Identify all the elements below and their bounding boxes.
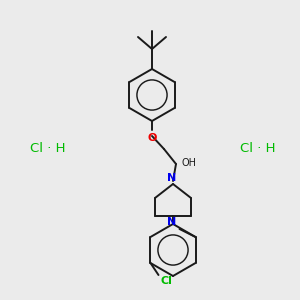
Text: O: O: [147, 133, 157, 143]
Text: Cl · H: Cl · H: [30, 142, 65, 154]
Text: Cl · H: Cl · H: [240, 142, 275, 154]
Text: N: N: [167, 173, 177, 183]
Text: OH: OH: [181, 158, 196, 168]
Text: N: N: [167, 217, 177, 227]
Text: Cl: Cl: [160, 276, 172, 286]
